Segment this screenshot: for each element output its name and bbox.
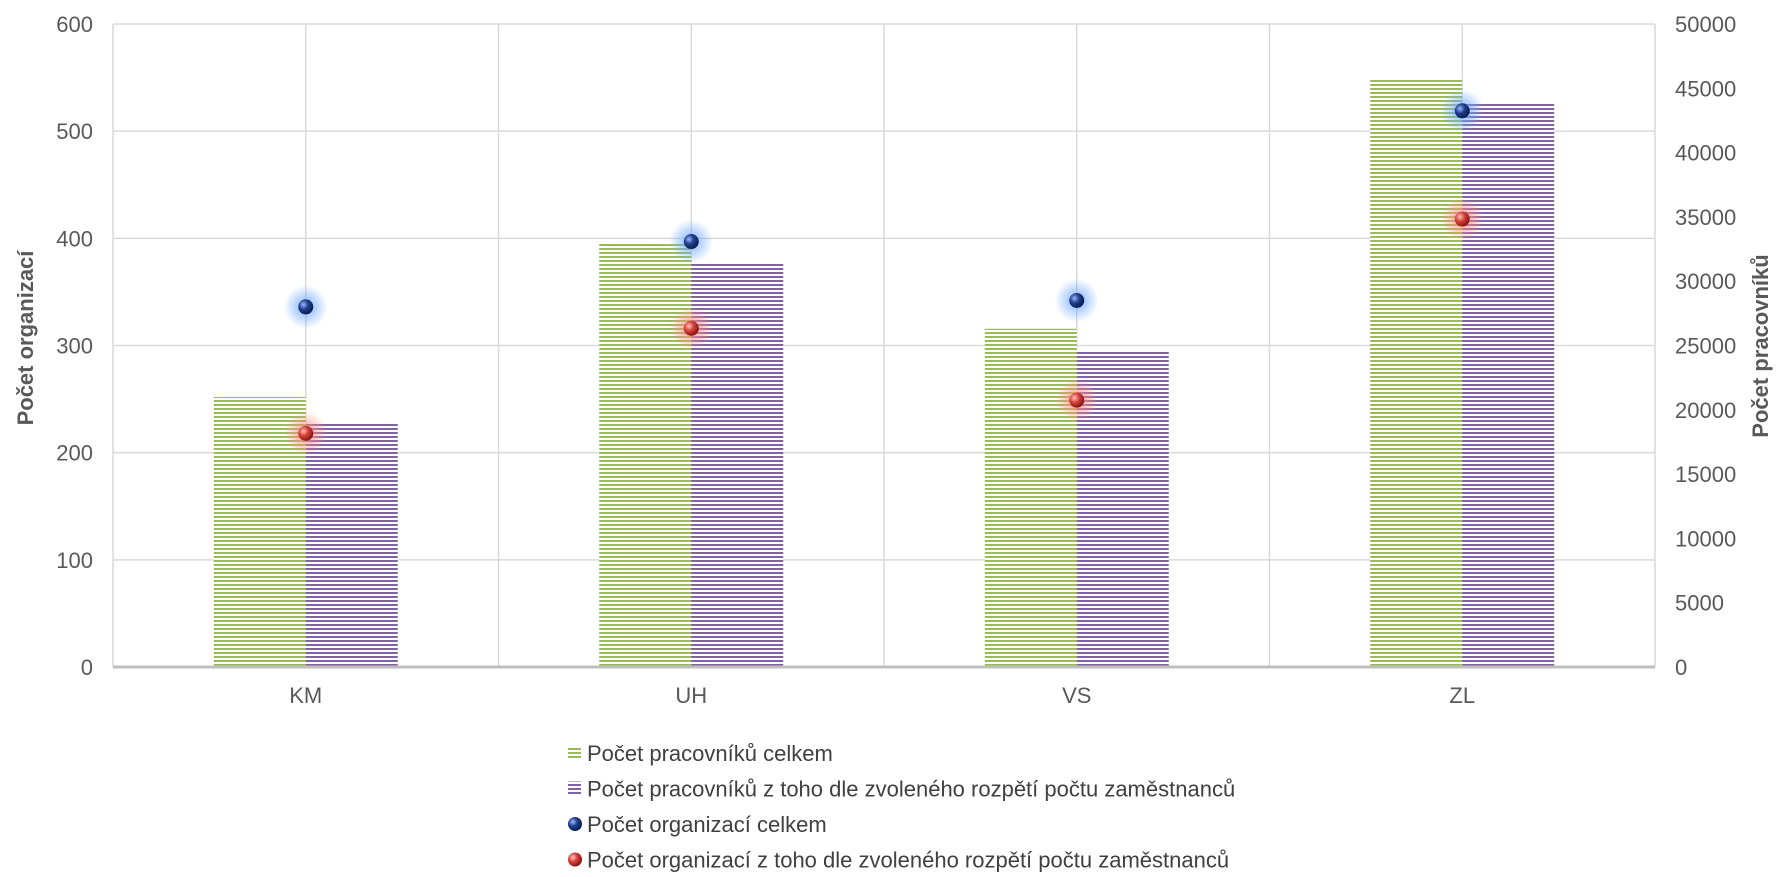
y-right-tick-label: 15000 (1675, 462, 1736, 487)
point-celkem-zl (1454, 103, 1470, 119)
y-right-tick-label: 45000 (1675, 76, 1736, 101)
bar-celkem-vs (984, 328, 1077, 667)
legend-label: Počet organizací celkem (587, 812, 827, 837)
y-right-tick-label: 40000 (1675, 141, 1736, 166)
legend: Počet pracovníků celkem Počet pracovníků … (568, 741, 1235, 873)
point-celkem-km (298, 299, 314, 315)
y-right-tick-label: 20000 (1675, 398, 1736, 423)
x-tick-label: KM (289, 683, 322, 708)
legend-marker-organizace-celkem (568, 817, 582, 831)
legend-marker-organizace-z-toho (568, 852, 582, 867)
y-axis-right-title: Počet pracovníků (1748, 254, 1773, 437)
legend-label: Počet pracovníků z toho dle zvoleného ro… (587, 777, 1235, 802)
y-right-tick-label: 0 (1675, 655, 1687, 680)
y-axis-left-title: Počet organizací (13, 250, 38, 426)
y-right-tick-label: 35000 (1675, 205, 1736, 230)
legend-swatch-celkem (568, 746, 581, 759)
bar-celkem-zl (1370, 79, 1463, 668)
point-z-toho-zl (1454, 211, 1470, 227)
bar-z-toho-zl (1462, 102, 1555, 668)
point-z-toho-uh (683, 320, 699, 336)
y-left-tick-label: 200 (56, 441, 93, 466)
y-left-tick-label: 600 (56, 12, 93, 37)
y-left-tick-label: 300 (56, 334, 93, 359)
y-right-tick-label: 10000 (1675, 526, 1736, 551)
x-tick-label: UH (675, 683, 707, 708)
point-z-toho-km (298, 425, 314, 441)
y-right-tick-label: 30000 (1675, 269, 1736, 294)
y-right-tick-label: 50000 (1675, 12, 1736, 37)
bar-celkem-uh (599, 242, 692, 667)
x-tick-label: ZL (1449, 683, 1475, 708)
point-z-toho-vs (1069, 392, 1085, 408)
legend-label: Počet pracovníků celkem (587, 741, 833, 766)
y-left-tick-label: 100 (56, 548, 93, 573)
y-right-tick-label: 5000 (1675, 591, 1724, 616)
point-celkem-vs (1069, 292, 1085, 308)
y-left-tick-label: 500 (56, 119, 93, 144)
y-right-tick-label: 25000 (1675, 334, 1736, 359)
legend-swatch-z-toho (568, 781, 581, 795)
y-left-tick-label: 0 (81, 655, 93, 680)
y-left-tick-label: 400 (56, 226, 93, 251)
x-tick-label: VS (1062, 683, 1091, 708)
bar-z-toho-km (305, 422, 398, 667)
point-celkem-uh (683, 234, 699, 250)
legend-label: Počet organizací z toho dle zvoleného ro… (587, 848, 1229, 873)
